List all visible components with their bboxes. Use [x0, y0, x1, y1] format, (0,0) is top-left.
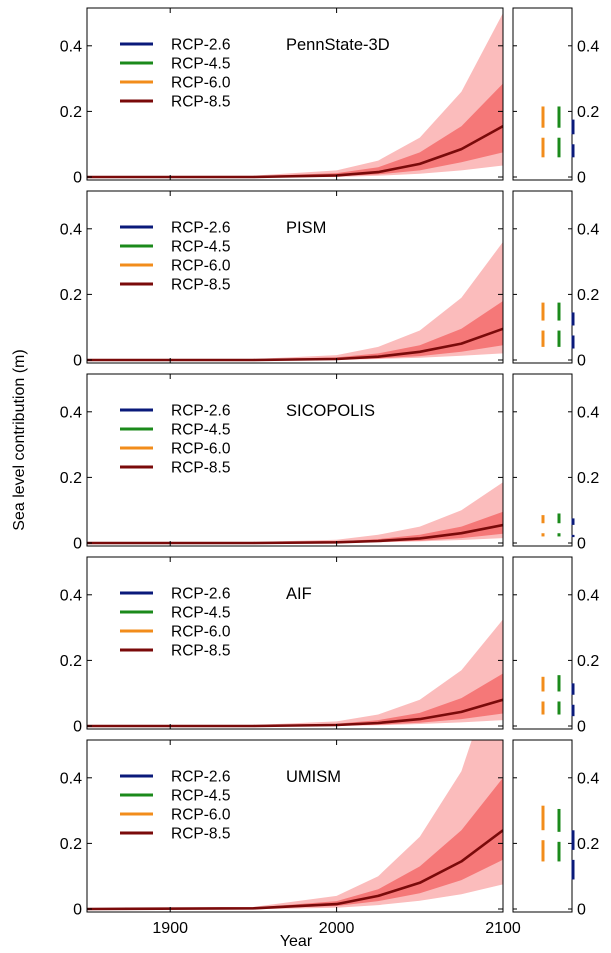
plot-area [87, 619, 503, 728]
y-tick-label: 0.4 [60, 38, 82, 55]
legend-label: RCP-6.0 [171, 441, 231, 458]
panel-pism: 0 0.2 0.4 RCP-2.6 RCP-4.5 RCP-6.0 RCP-8.5 PISM 0… [60, 190, 599, 370]
legend-label: RCP-4.5 [171, 239, 230, 256]
range-box [512, 373, 573, 547]
y-tick-label: 0.2 [60, 287, 82, 304]
plot-area [87, 13, 503, 179]
plot-area [87, 241, 503, 362]
model-name: AIF [286, 585, 312, 603]
plot-frame [86, 739, 504, 913]
y-tick-label: 0 [73, 719, 82, 736]
right-y-tick-label: 0 [577, 353, 586, 370]
legend-label: RCP-8.5 [171, 94, 230, 111]
y-tick-label: 0.2 [60, 653, 82, 670]
range-box [512, 7, 573, 181]
legend-label: RCP-4.5 [171, 788, 230, 805]
plot-frame [86, 556, 504, 730]
model-name: PISM [286, 219, 326, 237]
legend-label: RCP-6.0 [171, 75, 231, 92]
x-tick-label: 1900 [152, 920, 188, 937]
legend-label: RCP-2.6 [171, 769, 230, 786]
series-line-rcp-8.5 [87, 698, 503, 728]
legend-label: RCP-8.5 [171, 460, 230, 477]
band-outer [87, 740, 503, 910]
right-y-tick-label: 0.4 [577, 587, 599, 604]
legend-label: RCP-2.6 [171, 403, 230, 420]
legend-label: RCP-6.0 [171, 624, 231, 641]
plot-area [87, 740, 503, 911]
right-y-tick-label: 0.2 [577, 836, 599, 853]
y-axis-label: Sea level contribution (m) [11, 349, 28, 530]
plot-frame [86, 373, 504, 547]
y-tick-label: 0 [73, 170, 82, 187]
legend-label: RCP-6.0 [171, 258, 231, 275]
panel-pennstate-3d: 0 0.2 0.4 RCP-2.6 RCP-4.5 RCP-6.0 RCP-8.5 PennS… [60, 7, 599, 187]
range-box [512, 190, 573, 364]
plot-frame [86, 190, 504, 364]
series-line-rcp-8.5 [87, 829, 503, 911]
right-y-tick-label: 0.4 [577, 404, 599, 421]
range-box [512, 739, 573, 913]
right-y-tick-label: 0.2 [577, 104, 599, 121]
right-y-tick-label: 0 [577, 719, 586, 736]
series-line-rcp-8.5 [87, 523, 503, 545]
right-y-tick-label: 0.2 [577, 653, 599, 670]
plot-frame [86, 7, 504, 181]
series-line-rcp-8.5 [87, 125, 503, 179]
x-tick-label: 2000 [319, 920, 355, 937]
y-tick-label: 0 [73, 353, 82, 370]
x-axis-label: Year [280, 933, 313, 950]
plot-area [87, 482, 503, 545]
legend-label: RCP-2.6 [171, 220, 230, 237]
y-tick-label: 0.4 [60, 404, 82, 421]
model-name: UMISM [286, 768, 341, 786]
y-tick-label: 0.4 [60, 770, 82, 787]
legend-label: RCP-4.5 [171, 422, 230, 439]
y-tick-label: 0 [73, 902, 82, 919]
right-y-tick-label: 0 [577, 902, 586, 919]
y-tick-label: 0 [73, 536, 82, 553]
right-y-tick-label: 0.2 [577, 470, 599, 487]
y-tick-label: 0.2 [60, 470, 82, 487]
legend-label: RCP-2.6 [171, 586, 230, 603]
right-y-tick-label: 0.2 [577, 287, 599, 304]
legend-label: RCP-4.5 [171, 56, 230, 73]
y-tick-label: 0.2 [60, 836, 82, 853]
panels: 0 0.2 0.4 RCP-2.6 RCP-4.5 RCP-6.0 RCP-8.5 PennS… [60, 7, 599, 937]
right-y-tick-label: 0.4 [577, 38, 599, 55]
legend-label: RCP-8.5 [171, 826, 230, 843]
legend-label: RCP-8.5 [171, 643, 230, 660]
panel-sicopolis: 0 0.2 0.4 RCP-2.6 RCP-4.5 RCP-6.0 RCP-8.5 SICOP… [60, 373, 599, 553]
x-tick-label: 2100 [485, 920, 521, 937]
series-line-rcp-8.5 [87, 327, 503, 362]
legend-label: RCP-2.6 [171, 37, 230, 54]
range-box [512, 556, 573, 730]
right-y-tick-label: 0 [577, 536, 586, 553]
y-tick-label: 0.4 [60, 587, 82, 604]
legend-label: RCP-8.5 [171, 277, 230, 294]
model-name: PennState-3D [286, 36, 390, 54]
panel-umism: 0 0.2 0.4 1900 2000 2100 RCP-2.6 RCP-4.5 RCP-6.0… [60, 739, 599, 937]
right-y-tick-label: 0.4 [577, 221, 599, 238]
y-tick-label: 0.2 [60, 104, 82, 121]
legend-label: RCP-6.0 [171, 807, 231, 824]
panel-aif: 0 0.2 0.4 RCP-2.6 RCP-4.5 RCP-6.0 RCP-8.5 AIF 0 0… [60, 556, 599, 736]
right-y-tick-label: 0.4 [577, 770, 599, 787]
model-name: SICOPOLIS [286, 402, 375, 420]
right-y-tick-label: 0 [577, 170, 586, 187]
y-tick-label: 0.4 [60, 221, 82, 238]
legend-label: RCP-4.5 [171, 605, 230, 622]
